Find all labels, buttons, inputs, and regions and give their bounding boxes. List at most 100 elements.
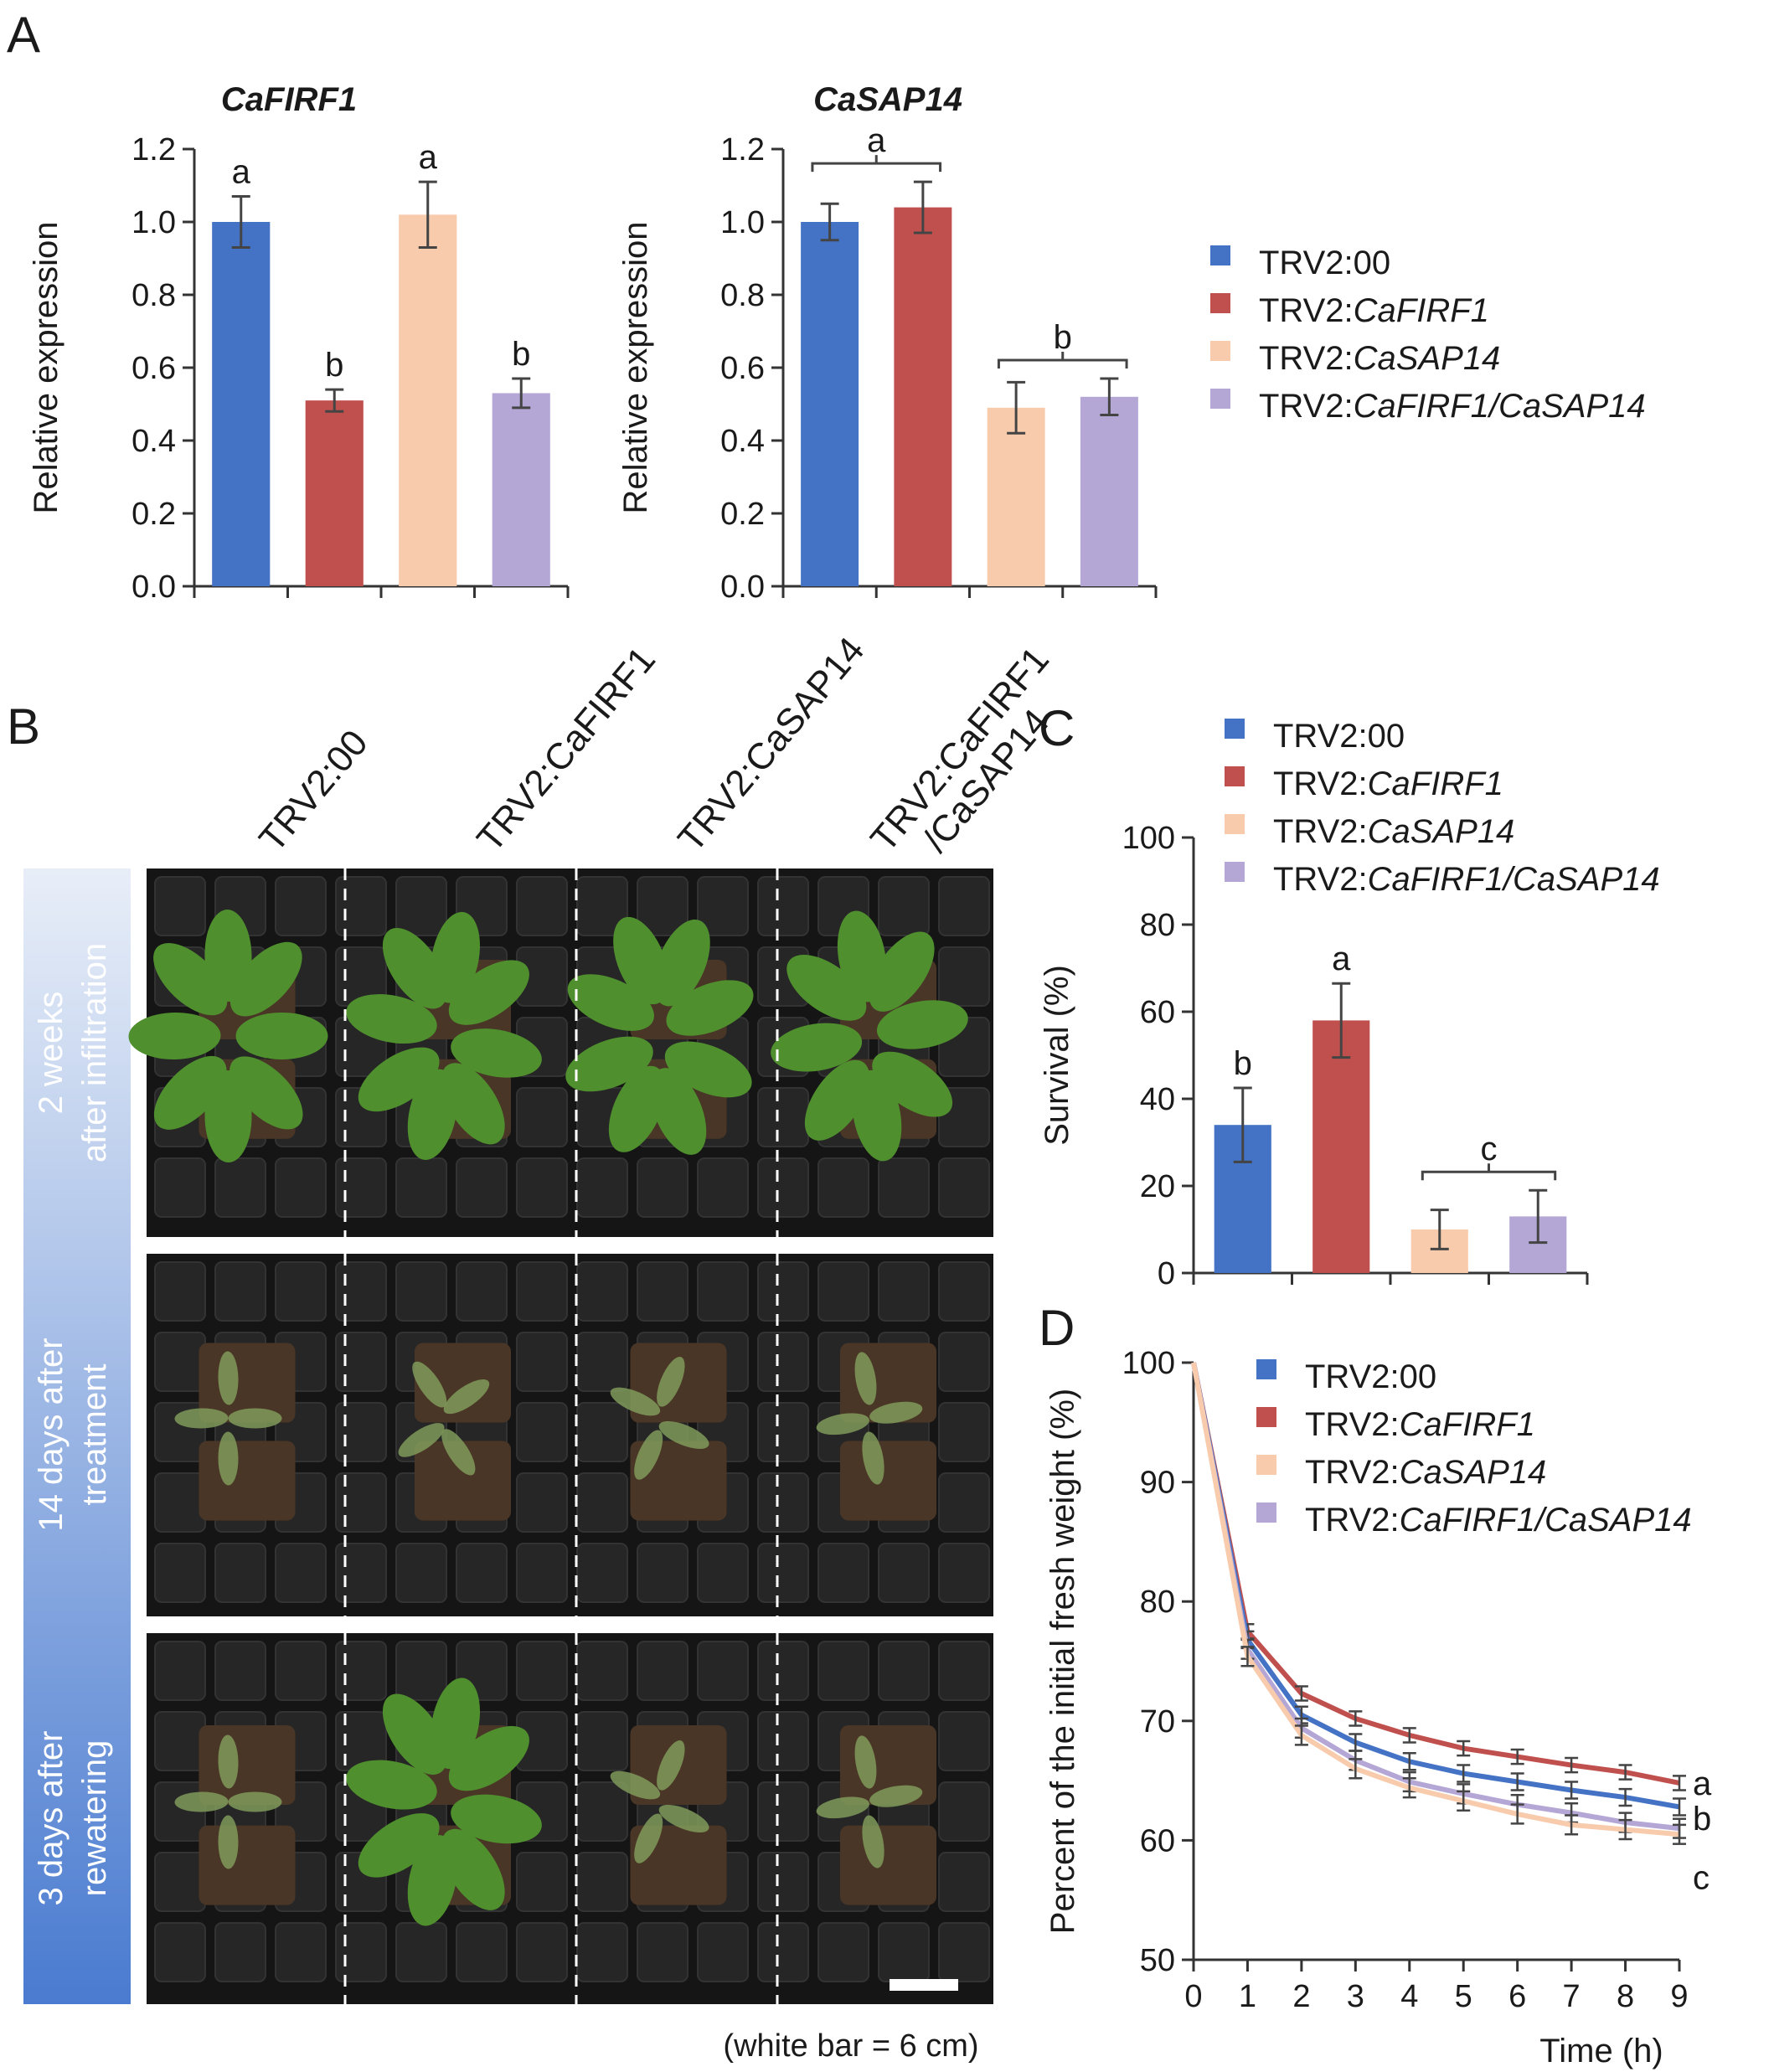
plant-photo-panel: TRV2:00 TRV2:CaFIRF1 TRV2:CaSAP14TRV2:CaFI… [23,630,1057,2064]
tray-cell [576,1781,628,1842]
y-tick-label: 40 [1140,1082,1175,1117]
tray-cell [214,1157,266,1218]
tray-cell [576,1852,628,1912]
tray-cell [516,1157,568,1218]
leaf [153,943,228,1016]
leaf [448,1725,529,1791]
group-bracket [997,352,1128,369]
tray-cell [938,1641,990,1701]
tray-cell [395,876,447,936]
tray-cell [576,1711,628,1771]
tray-cell [335,1261,387,1322]
bar-3 [399,214,457,586]
chart-d-fresh-weight: 50 60 70 80 90 100 0 1 2 3 4 5 6 7 8 9 Percent of the in… [1044,1346,1712,2069]
x-tick-label: 0 [1184,1979,1202,2014]
y-tick-label: 0.4 [132,424,176,459]
y-axis-label: Percent of the initial fresh weight (%) [1044,1389,1081,1934]
legend-swatch [1210,293,1230,313]
tray-cell [275,1922,327,1982]
x-tick-label: 3 [1347,1979,1364,2014]
leaf [657,1740,685,1791]
panel-letter-c: C [1039,700,1075,756]
leaf [451,1028,542,1078]
chart-a-casap14: 0.0 0.2 0.4 0.6 0.8 1.0 1.2 Relative expression… [617,81,1158,605]
legend-swatch [1210,245,1230,265]
tray-cell [757,1472,809,1533]
tray-cell [214,1261,266,1322]
tray-cell [878,1641,930,1701]
legend-swatch [1256,1455,1276,1475]
leaf [862,1815,884,1868]
leaf [228,1408,282,1429]
tray-cell [697,1641,749,1701]
end-letter: c [1693,1859,1710,1896]
tray-cell [757,1711,809,1771]
tray-cell [516,1641,568,1701]
tray-cell [637,1543,688,1603]
leaf [346,994,437,1044]
y-tick-label: 80 [1140,1585,1175,1620]
tray-cell [817,1922,869,1982]
scale-bar [890,1979,958,1991]
y-axis-label: Relative expression [28,221,64,513]
leaf [229,1056,303,1130]
group-bracket [1421,1163,1557,1181]
leaf [218,1815,239,1869]
leaf [443,1379,490,1415]
significance-letter: a [867,122,886,159]
legend-swatch [1256,1359,1276,1379]
tray-cell [938,1711,990,1771]
end-letter: a [1693,1765,1712,1802]
bar-2 [305,400,364,586]
group-bracket [811,155,942,173]
tray-cell [456,1157,508,1218]
tray-cell [697,876,749,936]
legend-c: TRV2:00 TRV2:CaFIRF1 TRV2:CaSAP14 TRV2:CaFI… [1225,718,1660,898]
tray-cell [154,1332,206,1392]
legend-swatch [1225,766,1245,786]
leaf [174,1408,229,1429]
y-tick-label: 100 [1122,1346,1175,1381]
y-axis-label: Relative expression [617,221,654,513]
leaf [218,1734,239,1789]
y-tick-label: 90 [1140,1466,1175,1501]
tray-cell [335,1543,387,1603]
tray-cell [154,1641,206,1701]
tray-cell [154,1711,206,1771]
tray-cell [757,1543,809,1603]
panel-letter-b: B [7,698,40,755]
soil-pot [840,1441,936,1521]
legend-swatch [1256,1502,1276,1523]
bar-1 [801,222,859,586]
tray-cell [878,1922,930,1982]
tray-cell [154,1472,206,1533]
tray-cell [637,876,688,936]
scale-caption: (white bar = 6 cm) [723,2028,978,2064]
leaf [869,1401,923,1424]
x-tick-label: 7 [1563,1979,1581,2014]
y-tick-label: 1.2 [720,132,765,168]
tray-cell [516,1922,568,1982]
tray-cell [154,876,206,936]
legend-label: TRV2:CaFIRF1/CaSAP14 [1273,861,1660,898]
leaf [412,1361,447,1408]
chart-title: CaSAP14 [813,81,962,118]
y-tick-label: 60 [1140,1823,1175,1858]
tray-cell [637,1157,688,1218]
leaf [666,980,754,1036]
column-label-1: TRV2:00 [251,723,376,860]
x-tick-label: 6 [1508,1979,1526,2014]
legend-swatch [1225,719,1245,739]
chart-a-cafirf1: 0.0 0.2 0.4 0.6 0.8 1.0 1.2 Relative expression… [28,81,570,605]
x-tick-label: 8 [1617,1979,1634,2014]
legend-label: TRV2:CaFIRF1/CaSAP14 [1305,1502,1692,1539]
tray-cell [154,1157,206,1218]
tray-cell [576,1332,628,1392]
leaf [448,960,529,1025]
leaf [218,1431,239,1486]
end-letter: b [1693,1801,1711,1837]
tray-cell [878,876,930,936]
tray-cell [154,1261,206,1322]
tray-cell [576,1261,628,1322]
